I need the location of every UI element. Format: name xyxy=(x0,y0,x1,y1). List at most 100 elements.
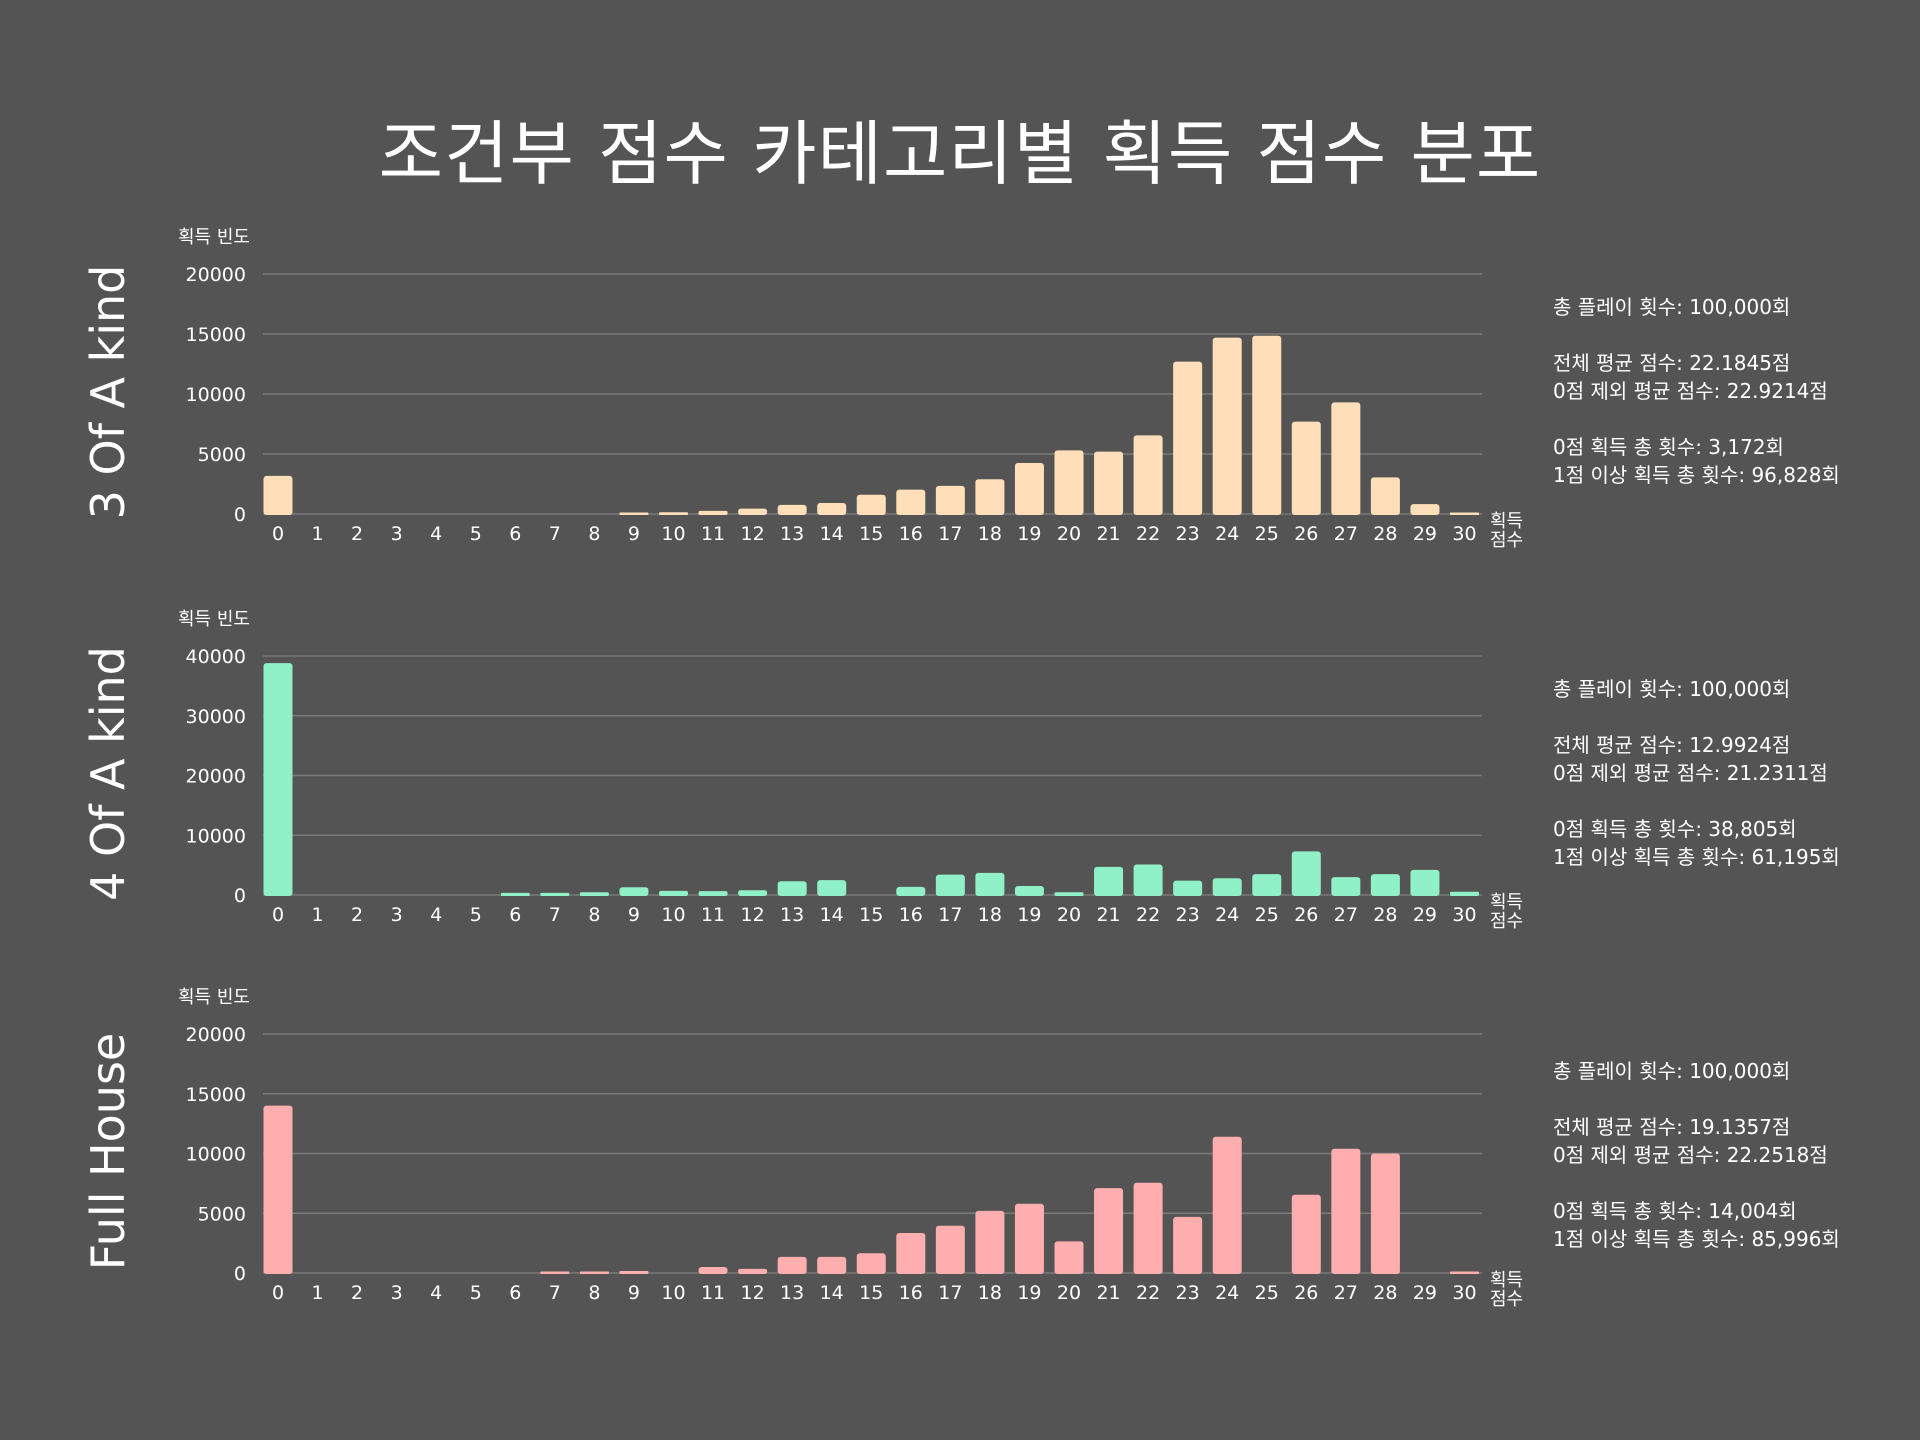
y-axis-title: 획득 빈도 xyxy=(178,987,250,1008)
bar xyxy=(540,1271,570,1274)
x-tick-label: 27 xyxy=(1334,904,1358,926)
bar xyxy=(1370,477,1400,515)
x-tick-label: 24 xyxy=(1215,904,1239,926)
category-label: Full House xyxy=(81,1033,135,1270)
x-tick-label: 1 xyxy=(312,1282,324,1304)
bar xyxy=(1094,451,1124,515)
bar xyxy=(935,1225,965,1274)
x-tick-label: 28 xyxy=(1373,904,1397,926)
bar xyxy=(1173,880,1203,896)
stats-mean-all: 전체 평균 점수: 19.1357점 xyxy=(1553,1115,1791,1139)
x-tick-label: 20 xyxy=(1057,523,1081,545)
bar xyxy=(935,874,965,896)
x-tick-label: 25 xyxy=(1255,904,1279,926)
bar xyxy=(1133,864,1163,896)
bar xyxy=(738,508,768,515)
x-tick-label: 3 xyxy=(391,523,403,545)
bar xyxy=(1450,512,1479,515)
x-tick-label: 13 xyxy=(780,523,804,545)
x-tick-label: 12 xyxy=(741,523,765,545)
y-tick-label: 0 xyxy=(234,1263,246,1285)
bar xyxy=(896,1232,926,1274)
stats-mean-all: 전체 평균 점수: 12.9924점 xyxy=(1553,733,1791,757)
y-tick-label: 20000 xyxy=(186,766,246,788)
bar xyxy=(1331,877,1361,896)
x-tick-label: 11 xyxy=(701,1282,725,1304)
bar xyxy=(1370,874,1400,896)
y-tick-label: 15000 xyxy=(186,324,246,346)
x-tick-label: 6 xyxy=(509,1282,521,1304)
bar xyxy=(1054,450,1084,515)
x-tick-label: 15 xyxy=(859,904,883,926)
x-tick-label: 16 xyxy=(899,904,923,926)
x-tick-label: 24 xyxy=(1215,523,1239,545)
x-axis-title: 획득 점수 xyxy=(1490,1270,1523,1310)
bar xyxy=(1450,891,1479,896)
x-axis-title: 획득 점수 xyxy=(1490,511,1523,551)
bar xyxy=(263,663,293,896)
x-tick-label: 9 xyxy=(628,904,640,926)
x-tick-label: 21 xyxy=(1096,1282,1120,1304)
x-tick-label: 15 xyxy=(859,523,883,545)
bar xyxy=(500,892,530,896)
x-tick-label: 10 xyxy=(661,904,685,926)
stats-nonzero-count: 1점 이상 획득 총 횟수: 61,195회 xyxy=(1553,845,1840,869)
x-axis-title: 획득 점수 xyxy=(1490,892,1523,932)
bar xyxy=(540,892,570,896)
x-tick-label: 13 xyxy=(780,1282,804,1304)
x-tick-label: 11 xyxy=(701,523,725,545)
x-tick-label: 18 xyxy=(978,523,1002,545)
x-tick-label: 30 xyxy=(1452,523,1476,545)
bar xyxy=(1291,1194,1321,1274)
x-tick-label: 0 xyxy=(272,1282,284,1304)
x-tick-label: 26 xyxy=(1294,904,1318,926)
x-tick-label: 4 xyxy=(430,1282,442,1304)
x-tick-label: 7 xyxy=(549,904,561,926)
y-tick-label: 10000 xyxy=(186,825,246,847)
bar xyxy=(1291,421,1321,515)
x-tick-label: 25 xyxy=(1255,1282,1279,1304)
stats-nonzero-count: 1점 이상 획득 총 횟수: 85,996회 xyxy=(1553,1227,1840,1251)
bar xyxy=(698,891,728,896)
x-tick-label: 29 xyxy=(1413,1282,1437,1304)
bar xyxy=(1212,878,1242,896)
x-tick-label: 3 xyxy=(391,1282,403,1304)
bar xyxy=(698,510,728,515)
x-tick-label: 21 xyxy=(1096,523,1120,545)
x-tick-label: 29 xyxy=(1413,523,1437,545)
x-tick-label: 10 xyxy=(661,523,685,545)
x-tick-label: 15 xyxy=(859,1282,883,1304)
x-tick-label: 27 xyxy=(1334,523,1358,545)
x-tick-label: 17 xyxy=(938,904,962,926)
x-tick-label: 24 xyxy=(1215,1282,1239,1304)
x-tick-label: 18 xyxy=(978,904,1002,926)
x-tick-label: 2 xyxy=(351,523,363,545)
x-tick-label: 17 xyxy=(938,1282,962,1304)
bar xyxy=(1410,869,1440,896)
bar xyxy=(1094,866,1124,896)
x-tick-label: 0 xyxy=(272,904,284,926)
bar xyxy=(817,880,847,896)
bar xyxy=(1410,504,1440,515)
y-tick-label: 5000 xyxy=(198,1203,246,1225)
x-tick-label: 10 xyxy=(661,1282,685,1304)
bar xyxy=(659,890,688,896)
bar xyxy=(1133,435,1163,515)
x-tick-label: 29 xyxy=(1413,904,1437,926)
stats-zero-count: 0점 획득 총 횟수: 14,004회 xyxy=(1553,1199,1797,1223)
category-label: 4 Of A kind xyxy=(81,646,135,901)
x-tick-label: 18 xyxy=(978,1282,1002,1304)
x-tick-label: 7 xyxy=(549,523,561,545)
stats-mean-all: 전체 평균 점수: 22.1845점 xyxy=(1553,351,1791,375)
stats-total-plays: 총 플레이 횟수: 100,000회 xyxy=(1553,677,1791,701)
y-tick-label: 0 xyxy=(234,885,246,907)
x-tick-label: 5 xyxy=(470,904,482,926)
x-tick-label: 6 xyxy=(509,904,521,926)
x-tick-label: 21 xyxy=(1096,904,1120,926)
x-tick-label: 9 xyxy=(628,1282,640,1304)
x-tick-label: 23 xyxy=(1176,904,1200,926)
y-tick-label: 15000 xyxy=(186,1084,246,1106)
bar xyxy=(1212,1136,1242,1274)
x-tick-label: 25 xyxy=(1255,523,1279,545)
x-tick-label: 22 xyxy=(1136,1282,1160,1304)
